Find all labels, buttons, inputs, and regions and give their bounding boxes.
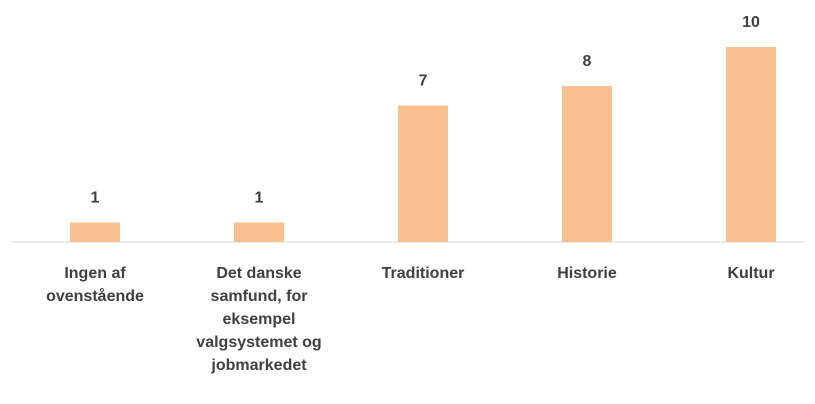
value-label: 10 (742, 14, 760, 31)
value-label: 1 (255, 190, 264, 207)
x-tick-label: Kultur (727, 265, 775, 282)
x-tick-label: Traditioner (381, 265, 465, 282)
value-label: 8 (583, 53, 592, 70)
bar (726, 47, 776, 242)
bar (70, 222, 120, 242)
x-tick-label: Ingen af ovenstående (46, 265, 144, 305)
bar (234, 222, 284, 242)
bar (398, 105, 448, 242)
value-label: 7 (419, 73, 428, 90)
value-label: 1 (91, 190, 100, 207)
x-tick-label: Det danske samfund, for eksempel valgsys… (196, 265, 322, 374)
x-tick-label: Historie (557, 265, 617, 282)
bar (562, 86, 612, 242)
